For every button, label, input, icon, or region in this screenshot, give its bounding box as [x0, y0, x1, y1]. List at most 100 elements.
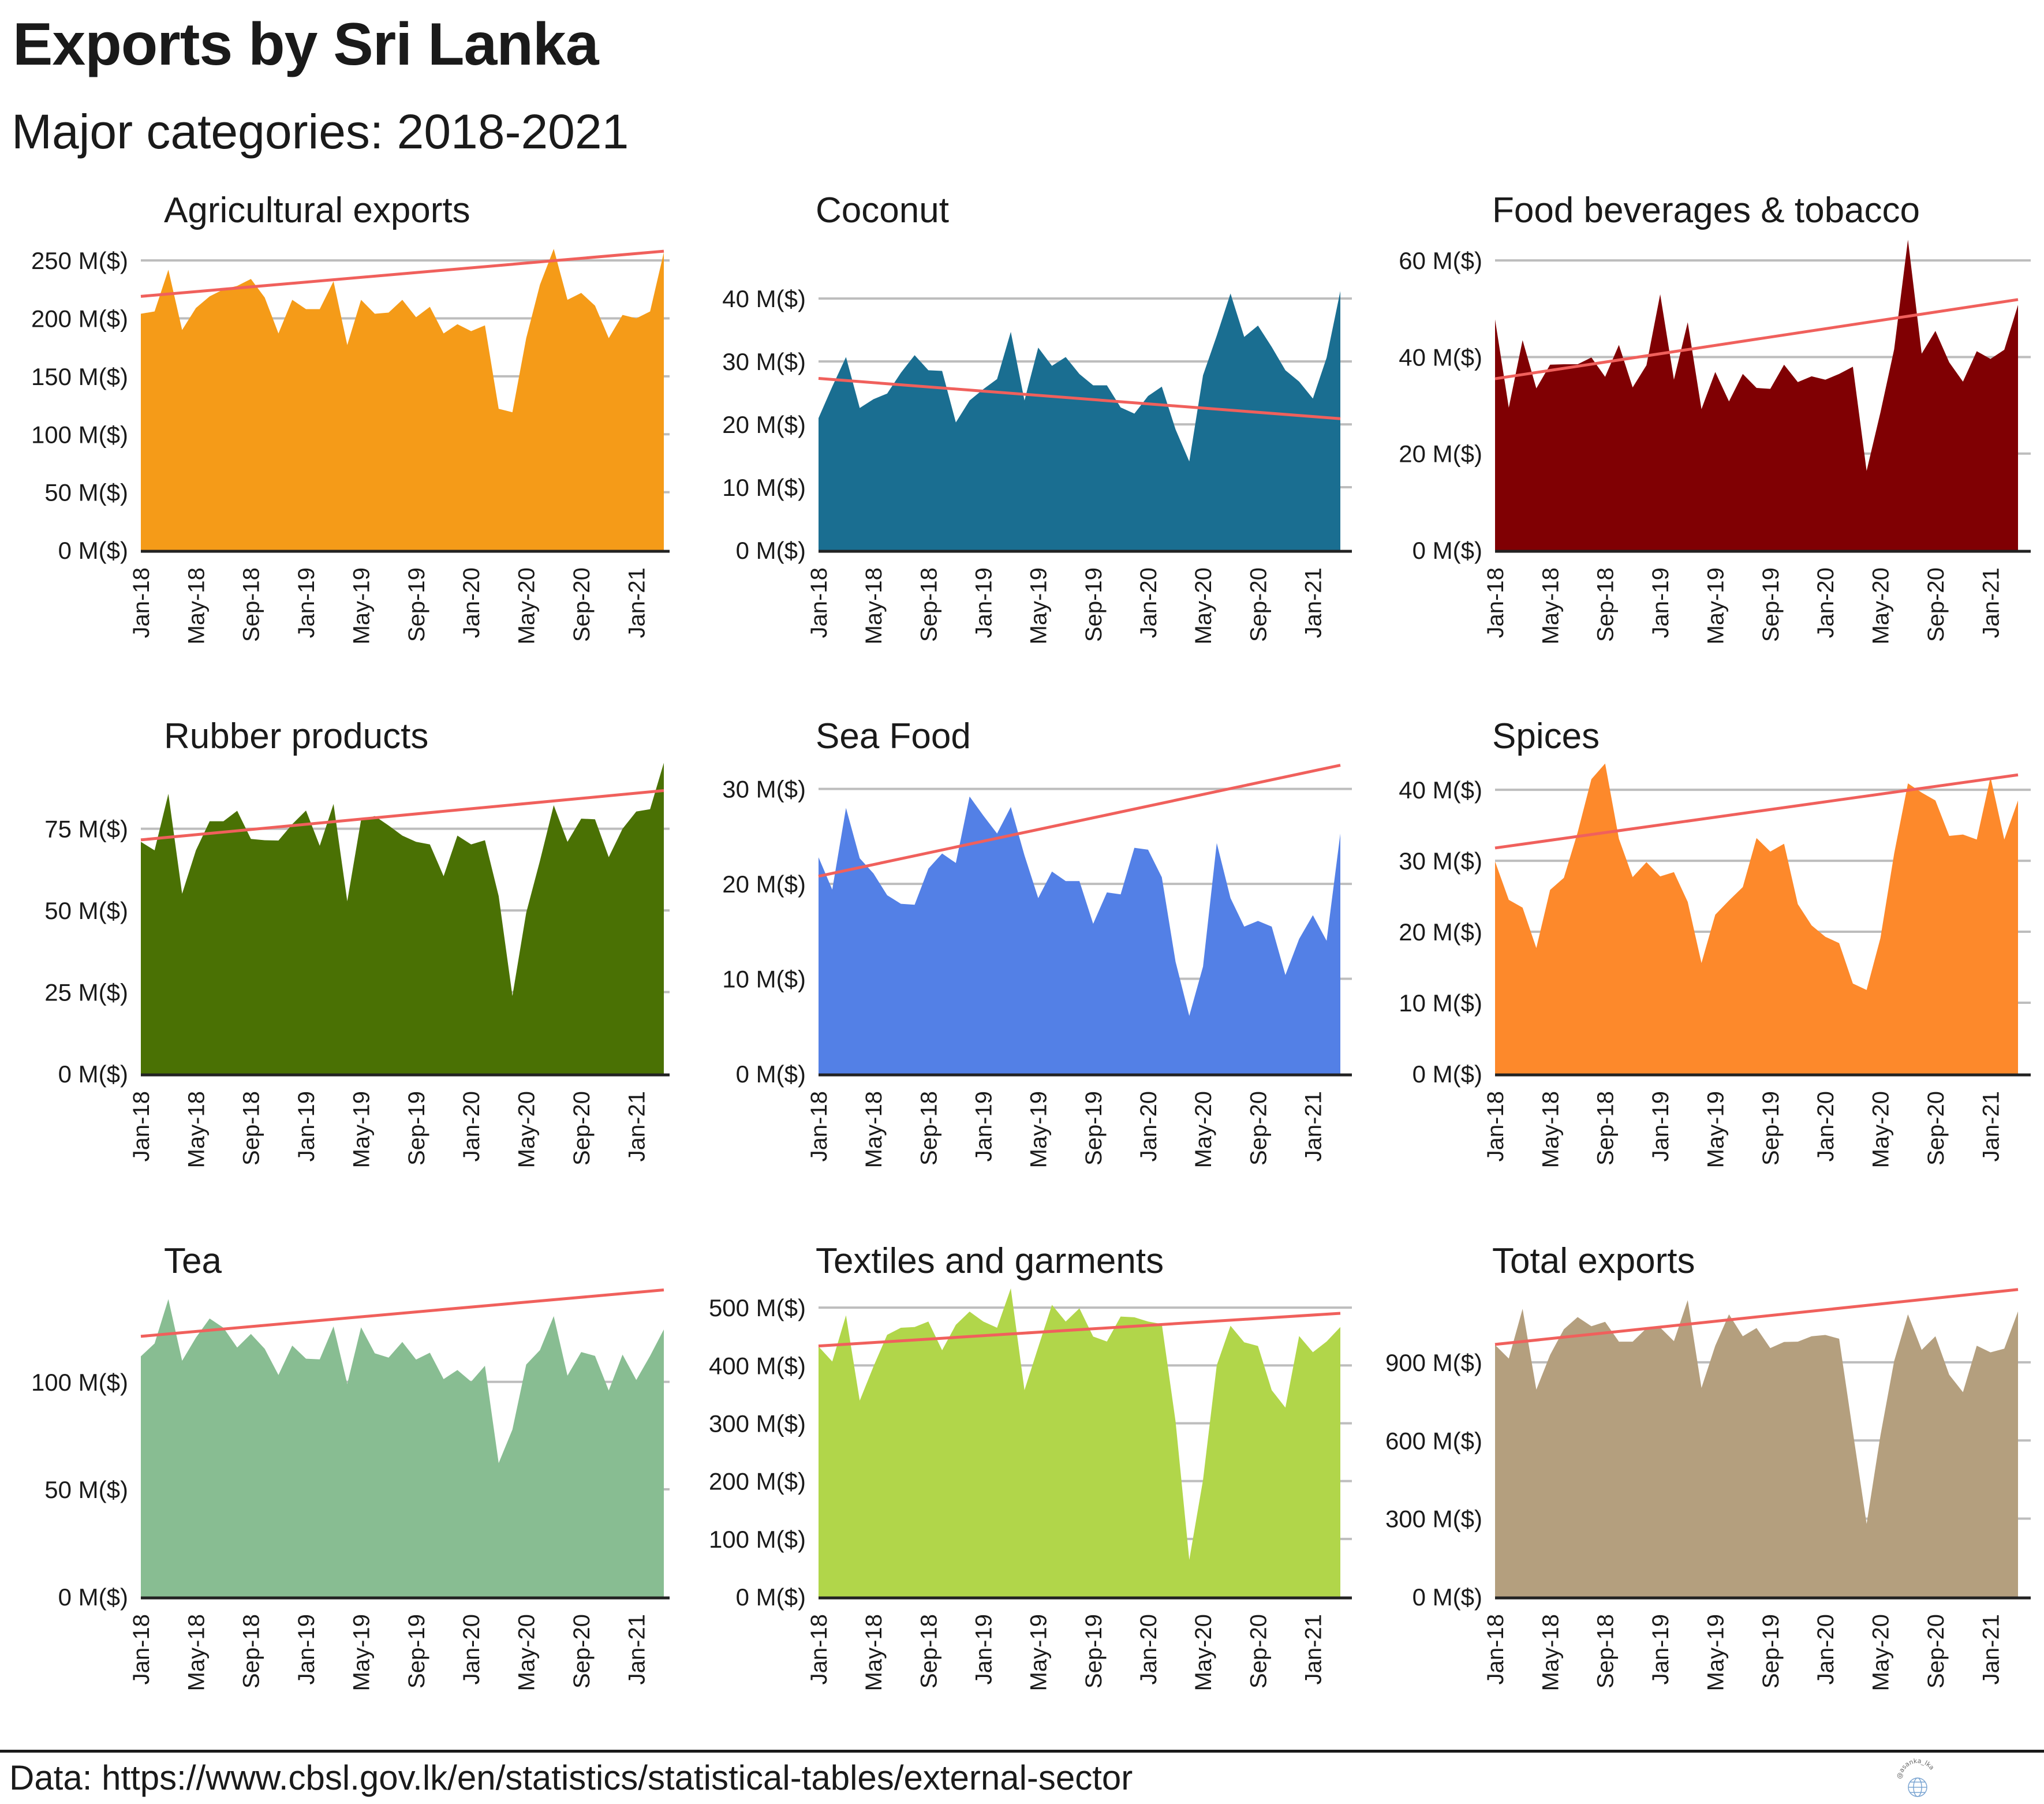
x-tick-label: May-20	[1869, 1091, 1894, 1168]
x-tick-label: May-18	[184, 1091, 209, 1168]
data-point	[1880, 1435, 1881, 1436]
data-point	[1340, 291, 1341, 292]
footer-divider	[0, 1750, 2044, 1753]
x-tick-label: May-18	[1538, 1091, 1563, 1168]
data-point	[983, 389, 984, 390]
y-tick-label: 300 M($)	[1385, 1506, 1482, 1533]
data-point	[1189, 461, 1190, 462]
data-point	[1880, 412, 1881, 413]
data-point	[1079, 881, 1080, 882]
y-tick-label: 200 M($)	[31, 305, 128, 333]
area-series	[1495, 1300, 2018, 1597]
data-point	[443, 1379, 444, 1380]
x-tick-label: Jan-21	[1301, 1614, 1326, 1685]
chart-subtitle: Major categories: 2018-2021	[12, 104, 629, 159]
trend-line	[140, 789, 664, 842]
data-source-caption: Data: https://www.cbsl.gov.lk/en/statist…	[9, 1758, 1133, 1797]
x-tick-label: Jan-21	[1978, 1091, 2004, 1161]
y-tick-label: 50 M($)	[44, 897, 128, 924]
x-tick-label: Jan-18	[806, 1091, 832, 1161]
data-point	[1632, 387, 1633, 388]
data-point	[622, 1354, 623, 1355]
panel-title: Rubber products	[164, 716, 428, 756]
x-tick-label: Sep-19	[404, 1091, 429, 1166]
data-point	[928, 1321, 929, 1322]
data-point	[512, 412, 513, 413]
trend-line	[140, 1288, 664, 1338]
panel-title: Agricultural exports	[164, 191, 470, 230]
y-tick-label: 20 M($)	[1399, 440, 1482, 468]
x-tick-label: May-20	[514, 1091, 540, 1168]
data-point	[512, 1429, 513, 1430]
x-tick-label: May-18	[1538, 1614, 1563, 1691]
x-tick-label: Jan-19	[1648, 567, 1673, 638]
area-series	[819, 291, 1340, 550]
data-point	[1508, 899, 1509, 900]
data-point	[1536, 388, 1537, 389]
y-tick-label: 300 M($)	[709, 1410, 806, 1437]
data-point	[1326, 940, 1327, 941]
data-point	[1866, 1523, 1867, 1524]
data-point	[471, 1381, 472, 1382]
x-tick-label: Sep-19	[1081, 567, 1107, 642]
data-point	[1161, 386, 1162, 387]
data-point	[1203, 966, 1204, 967]
data-point	[942, 853, 943, 854]
x-tick-label: Sep-18	[1593, 1091, 1619, 1166]
x-tick-label: Jan-21	[624, 1091, 649, 1161]
y-tick-label: 50 M($)	[44, 479, 128, 506]
data-point	[429, 844, 430, 845]
x-tick-label: May-18	[861, 1091, 887, 1168]
data-point	[1340, 833, 1341, 834]
data-point	[608, 1390, 609, 1391]
data-point	[1216, 1365, 1217, 1366]
y-tick-label: 150 M($)	[31, 363, 128, 390]
facet-panel-sea-food: Sea Food 0 M($) 10 M($) 20 M($) 30 M($) Jan-1…	[722, 716, 1352, 1168]
data-point	[1687, 1300, 1688, 1301]
x-tick-label: Sep-20	[1923, 1091, 1949, 1166]
x-tick-label: Jan-21	[624, 1614, 649, 1685]
y-tick-label: 10 M($)	[722, 474, 806, 501]
data-point	[942, 1350, 943, 1351]
panel-title: Total exports	[1492, 1241, 1695, 1281]
x-tick-label: May-19	[349, 1614, 374, 1691]
data-point	[1175, 1421, 1176, 1422]
data-point	[1216, 335, 1217, 336]
data-point	[1203, 375, 1204, 376]
chart-title: Exports by Sri Lanka	[13, 11, 599, 78]
y-tick-label: 20 M($)	[722, 871, 806, 898]
x-tick-label: Sep-19	[404, 1614, 429, 1689]
data-point	[1811, 925, 1812, 926]
y-tick-label: 250 M($)	[31, 247, 128, 274]
x-tick-label: May-19	[1703, 1614, 1728, 1691]
y-tick-label: 900 M($)	[1385, 1349, 1482, 1376]
x-tick-label: May-19	[1026, 567, 1052, 644]
y-tick-label: 0 M($)	[736, 1060, 806, 1088]
x-tick-label: Sep-20	[1246, 1614, 1271, 1689]
data-point	[1976, 839, 1977, 840]
y-tick-label: 400 M($)	[709, 1352, 806, 1379]
x-tick-label: Sep-19	[1758, 567, 1784, 642]
data-point	[1990, 358, 1991, 359]
x-tick-label: Jan-19	[1648, 1614, 1673, 1685]
data-point	[928, 868, 929, 869]
watermark-handle: @asanka_lka	[1896, 1757, 1936, 1780]
trend-line	[818, 1312, 1341, 1348]
data-point	[1522, 907, 1523, 908]
data-point	[2018, 800, 2019, 801]
x-tick-label: Sep-19	[1081, 1091, 1107, 1166]
y-tick-label: 0 M($)	[736, 1583, 806, 1611]
x-tick-label: May-19	[1703, 567, 1728, 644]
x-tick-label: Jan-21	[1978, 1614, 2004, 1685]
data-point	[154, 1343, 155, 1344]
data-point	[1134, 847, 1135, 848]
data-point	[1120, 407, 1121, 408]
data-point	[1866, 470, 1867, 471]
y-tick-label: 60 M($)	[1399, 247, 1482, 274]
y-tick-label: 0 M($)	[58, 1060, 128, 1088]
data-point	[1880, 938, 1881, 939]
data-point	[154, 311, 155, 312]
trend-line	[818, 377, 1341, 420]
x-tick-label: Jan-19	[971, 567, 996, 638]
y-tick-label: 30 M($)	[722, 776, 806, 803]
